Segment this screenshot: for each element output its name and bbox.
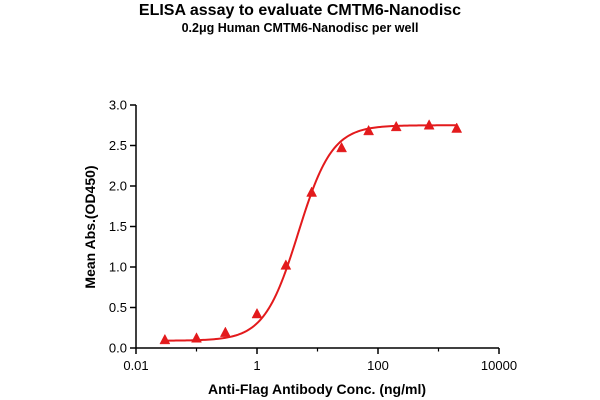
- y-tick-label: 2.5: [109, 138, 127, 153]
- fit-curve-layer: [164, 124, 457, 342]
- chart-subtitle: 0.2μg Human CMTM6-Nanodisc per well: [181, 21, 419, 35]
- x-tick-label: 1: [253, 358, 260, 373]
- y-tick-label: 2.0: [109, 179, 127, 194]
- y-tick-label: 1.5: [109, 219, 127, 234]
- chart-title: ELISA assay to evaluate CMTM6-Nanodisc: [138, 2, 462, 19]
- x-tick-label: 0.01: [123, 358, 148, 373]
- y-tick-label: 0.0: [109, 341, 127, 356]
- x-axis-title: Anti-Flag Antibody Conc. (ng/ml): [208, 381, 426, 397]
- data-point: [363, 124, 375, 136]
- data-point: [390, 120, 402, 132]
- y-tick-label: 1.0: [109, 260, 127, 275]
- data-point: [423, 119, 435, 130]
- x-tick-label: 10000: [481, 358, 517, 373]
- x-tick-label: 100: [367, 358, 389, 373]
- data-point: [306, 186, 318, 197]
- x-axis: 0.01 1 100 10000: [123, 347, 517, 373]
- data-point: [191, 332, 202, 343]
- data-point: [336, 141, 347, 153]
- data-point: [251, 307, 263, 319]
- y-tick-label: 0.5: [109, 300, 127, 315]
- y-axis-title: Mean Abs.(OD450): [82, 165, 98, 288]
- data-point: [451, 122, 463, 133]
- data-markers: [159, 119, 463, 345]
- data-point: [280, 259, 292, 270]
- fit-curve: [164, 124, 457, 342]
- y-axis: 0.0 0.5 1.0 1.5 2.0 2.5 3.0: [109, 98, 137, 356]
- y-tick-label: 3.0: [109, 98, 127, 113]
- data-point: [219, 326, 231, 337]
- data-point: [159, 333, 171, 345]
